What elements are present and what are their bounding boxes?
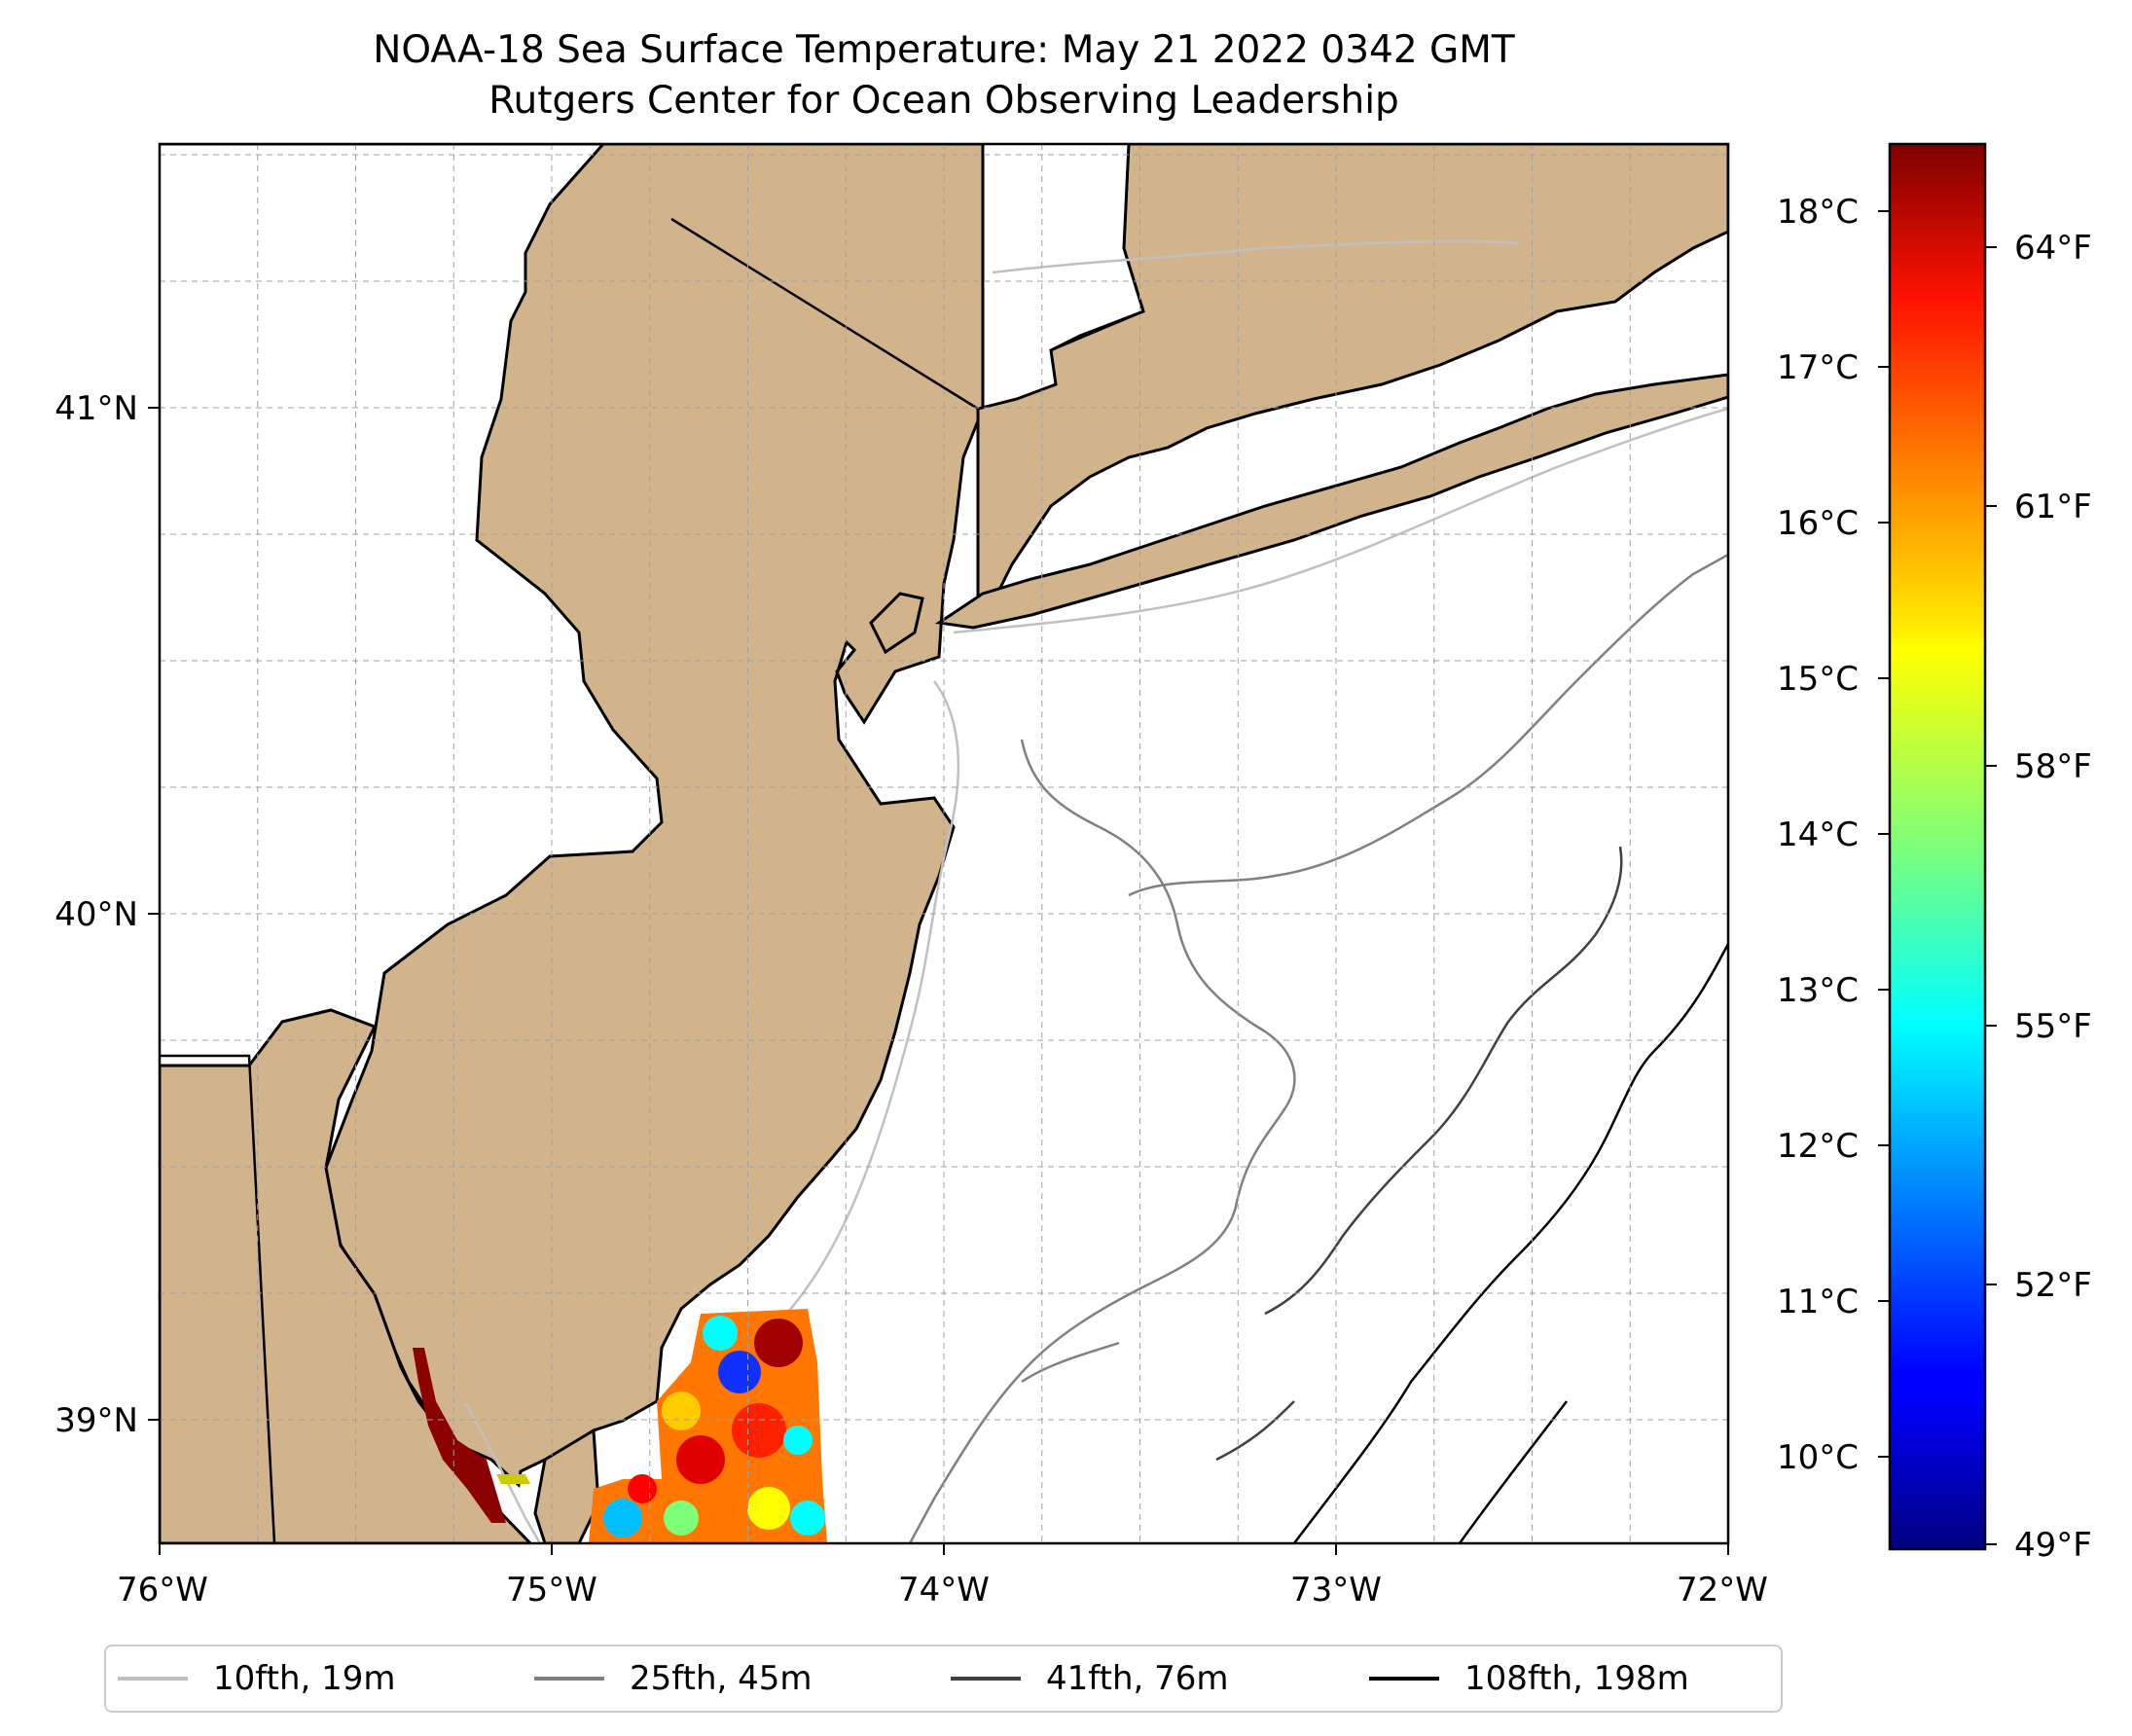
land-staten-island — [869, 592, 924, 655]
fahrenheit-tick-label: 52°F — [2014, 1266, 2092, 1305]
land-cape-may — [533, 1428, 600, 1543]
celsius-tick-label: 16°C — [1777, 504, 1859, 543]
chart-title: NOAA-18 Sea Surface Temperature: May 21 … — [373, 28, 1515, 72]
celsius-tick-label: 14°C — [1777, 815, 1859, 854]
lon-tick-label: 74°W — [898, 1571, 990, 1609]
contour-25fth — [908, 553, 1728, 1543]
land-long-island — [934, 373, 1728, 630]
contour-41fth — [1215, 846, 1623, 1462]
legend-label: 41fth, 76m — [1046, 1659, 1229, 1698]
celsius-tick-label: 12°C — [1777, 1127, 1859, 1166]
lon-tick-label: 72°W — [1677, 1571, 1768, 1609]
sst-patch-delaware-bay — [413, 1348, 530, 1523]
lat-tick-label: 40°N — [54, 895, 138, 934]
fahrenheit-tick-label: 55°F — [2014, 1007, 2092, 1046]
fahrenheit-tick-label: 64°F — [2014, 229, 2092, 268]
celsius-tick-label: 13°C — [1777, 971, 1859, 1010]
state-borders — [160, 144, 1145, 1543]
celsius-tick-label: 17°C — [1777, 348, 1859, 387]
celsius-tick-label: 10°C — [1777, 1438, 1859, 1477]
fahrenheit-tick-label: 49°F — [2014, 1526, 2092, 1565]
legend: 10fth, 19m 25fth, 45m 41fth, 76m 108fth,… — [104, 1645, 1783, 1713]
lon-tick-label: 73°W — [1290, 1571, 1382, 1609]
fahrenheit-tick-label: 61°F — [2014, 488, 2092, 526]
lat-tick-label: 39°N — [54, 1401, 138, 1440]
legend-item-41fth: 41fth, 76m — [951, 1646, 1229, 1711]
land-delaware — [160, 1008, 533, 1543]
legend-item-10fth: 10fth, 19m — [118, 1646, 396, 1711]
chart-subtitle: Rutgers Center for Ocean Observing Leade… — [488, 79, 1399, 123]
celsius-tick-label: 15°C — [1777, 660, 1859, 699]
colorbar — [1888, 142, 1987, 1551]
lat-tick-label: 41°N — [54, 389, 138, 428]
land-mainland — [160, 144, 985, 1489]
lon-tick-label: 75°W — [506, 1571, 597, 1609]
celsius-tick-label: 11°C — [1777, 1283, 1859, 1321]
legend-item-108fth: 108fth, 198m — [1369, 1646, 1689, 1711]
legend-item-25fth: 25fth, 45m — [534, 1646, 813, 1711]
gridlines — [160, 144, 1728, 1543]
contour-108fth — [1293, 943, 1728, 1543]
lon-tick-label: 76°W — [117, 1571, 208, 1609]
land-new-england — [976, 144, 1728, 628]
celsius-tick-label: 18°C — [1777, 193, 1859, 232]
legend-label: 10fth, 19m — [213, 1659, 396, 1698]
sst-patch-offshore — [589, 1309, 827, 1543]
legend-label: 108fth, 198m — [1464, 1659, 1689, 1698]
legend-label: 25fth, 45m — [630, 1659, 813, 1698]
fahrenheit-tick-label: 58°F — [2014, 747, 2092, 786]
axis-ticks — [148, 407, 1729, 1555]
